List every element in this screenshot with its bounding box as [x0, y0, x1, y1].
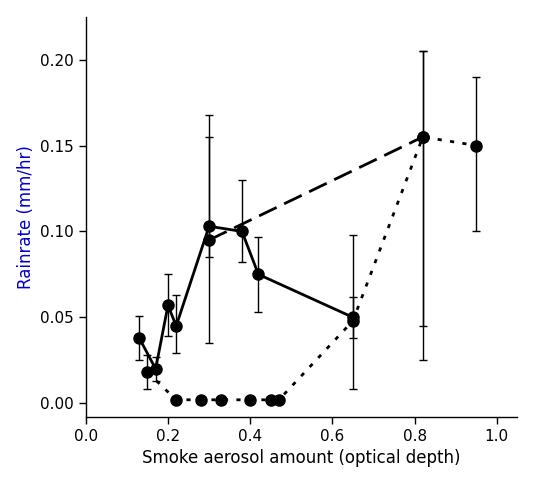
Y-axis label: Rainrate (mm/hr): Rainrate (mm/hr): [17, 145, 35, 289]
X-axis label: Smoke aerosol amount (optical depth): Smoke aerosol amount (optical depth): [142, 449, 461, 468]
